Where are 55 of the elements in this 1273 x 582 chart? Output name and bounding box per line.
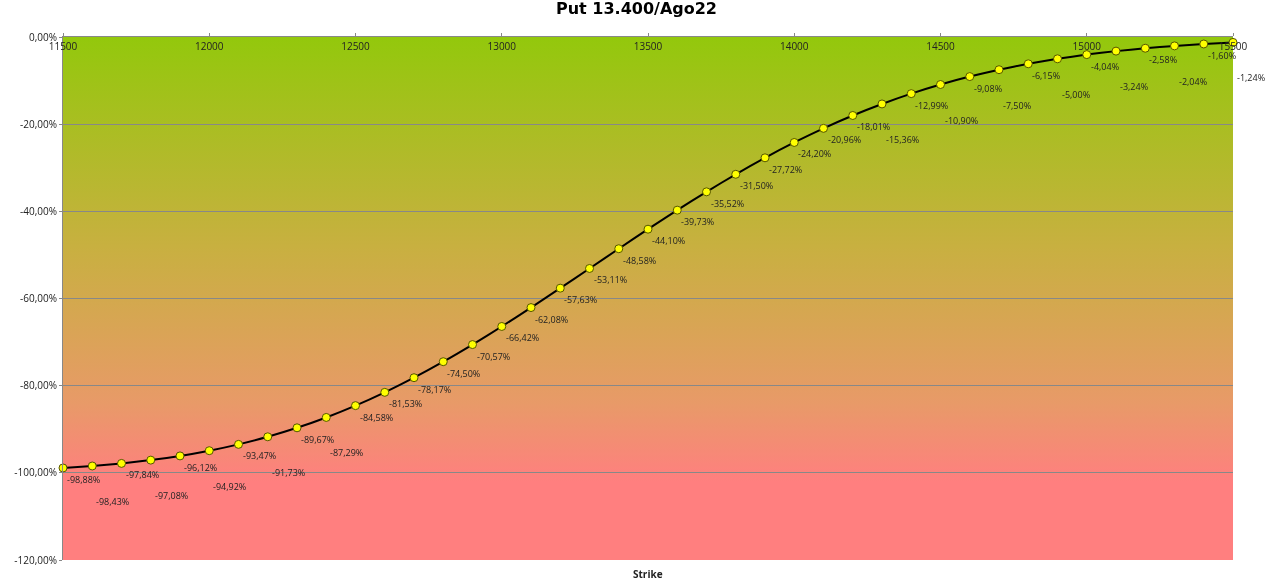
- data-label: -3,24%: [1120, 80, 1149, 93]
- y-tick-label: -80,00%: [20, 378, 57, 393]
- data-label: -94,92%: [213, 480, 247, 493]
- x-tick-label: 14000: [779, 39, 809, 53]
- x-tick-label: 12000: [194, 39, 224, 53]
- data-label: -62,08%: [535, 313, 569, 326]
- data-label: -98,43%: [96, 495, 130, 508]
- y-tick-label: -60,00%: [20, 291, 57, 305]
- data-label: -53,11%: [594, 273, 628, 286]
- data-label: -91,73%: [272, 466, 306, 479]
- data-label: -12,99%: [915, 99, 949, 112]
- data-label: -93,47%: [243, 449, 277, 462]
- data-label: -6,15%: [1032, 69, 1061, 82]
- data-label: -1,24%: [1237, 71, 1266, 84]
- data-label: -2,04%: [1179, 75, 1208, 88]
- x-tick-label: 13500: [633, 39, 663, 53]
- y-tick-label: -40,00%: [20, 203, 57, 218]
- data-label: -2,58%: [1149, 53, 1178, 66]
- data-label: -4,04%: [1091, 60, 1120, 73]
- data-label: -27,72%: [769, 163, 803, 176]
- y-tick-label: 0,00%: [28, 29, 57, 44]
- data-label: -39,73%: [681, 215, 715, 228]
- data-label: -24,20%: [798, 147, 832, 160]
- data-label: -87,29%: [330, 446, 364, 459]
- data-label: -31,50%: [740, 179, 774, 192]
- data-label: -7,50%: [1003, 99, 1032, 112]
- data-label: -48,58%: [623, 254, 657, 267]
- data-label: -81,53%: [389, 397, 423, 410]
- x-tick-label: 13000: [487, 39, 517, 53]
- data-label: -35,52%: [711, 197, 745, 210]
- data-label: -20,96%: [828, 133, 862, 146]
- x-axis-title: Strike: [633, 567, 663, 581]
- data-label: -70,57%: [477, 350, 511, 363]
- y-tick-label: -100,00%: [14, 465, 57, 480]
- chart-title: Put 13.400/Ago22: [555, 0, 718, 19]
- data-label: -89,67%: [301, 433, 335, 446]
- y-tick-label: -20,00%: [20, 116, 57, 131]
- y-tick-label: -120,00%: [14, 552, 57, 567]
- data-label: -9,08%: [974, 82, 1003, 95]
- data-label: -15,36%: [886, 133, 920, 146]
- x-tick-label: 14500: [926, 39, 956, 53]
- data-label: -97,08%: [155, 489, 189, 502]
- x-tick-label: 15000: [1072, 39, 1102, 53]
- data-label: -57,63%: [564, 293, 598, 306]
- data-label: -97,84%: [126, 468, 160, 481]
- data-label: -10,90%: [945, 114, 979, 127]
- data-label: -5,00%: [1062, 88, 1091, 101]
- data-label: -98,88%: [67, 473, 101, 486]
- data-label: -96,12%: [184, 461, 218, 474]
- data-label: -66,42%: [506, 331, 540, 344]
- x-tick-label: 12500: [341, 39, 371, 53]
- data-label: -44,10%: [652, 234, 686, 247]
- data-label: -84,58%: [360, 411, 394, 424]
- data-label: -78,17%: [418, 383, 452, 396]
- data-label: -74,50%: [447, 367, 481, 380]
